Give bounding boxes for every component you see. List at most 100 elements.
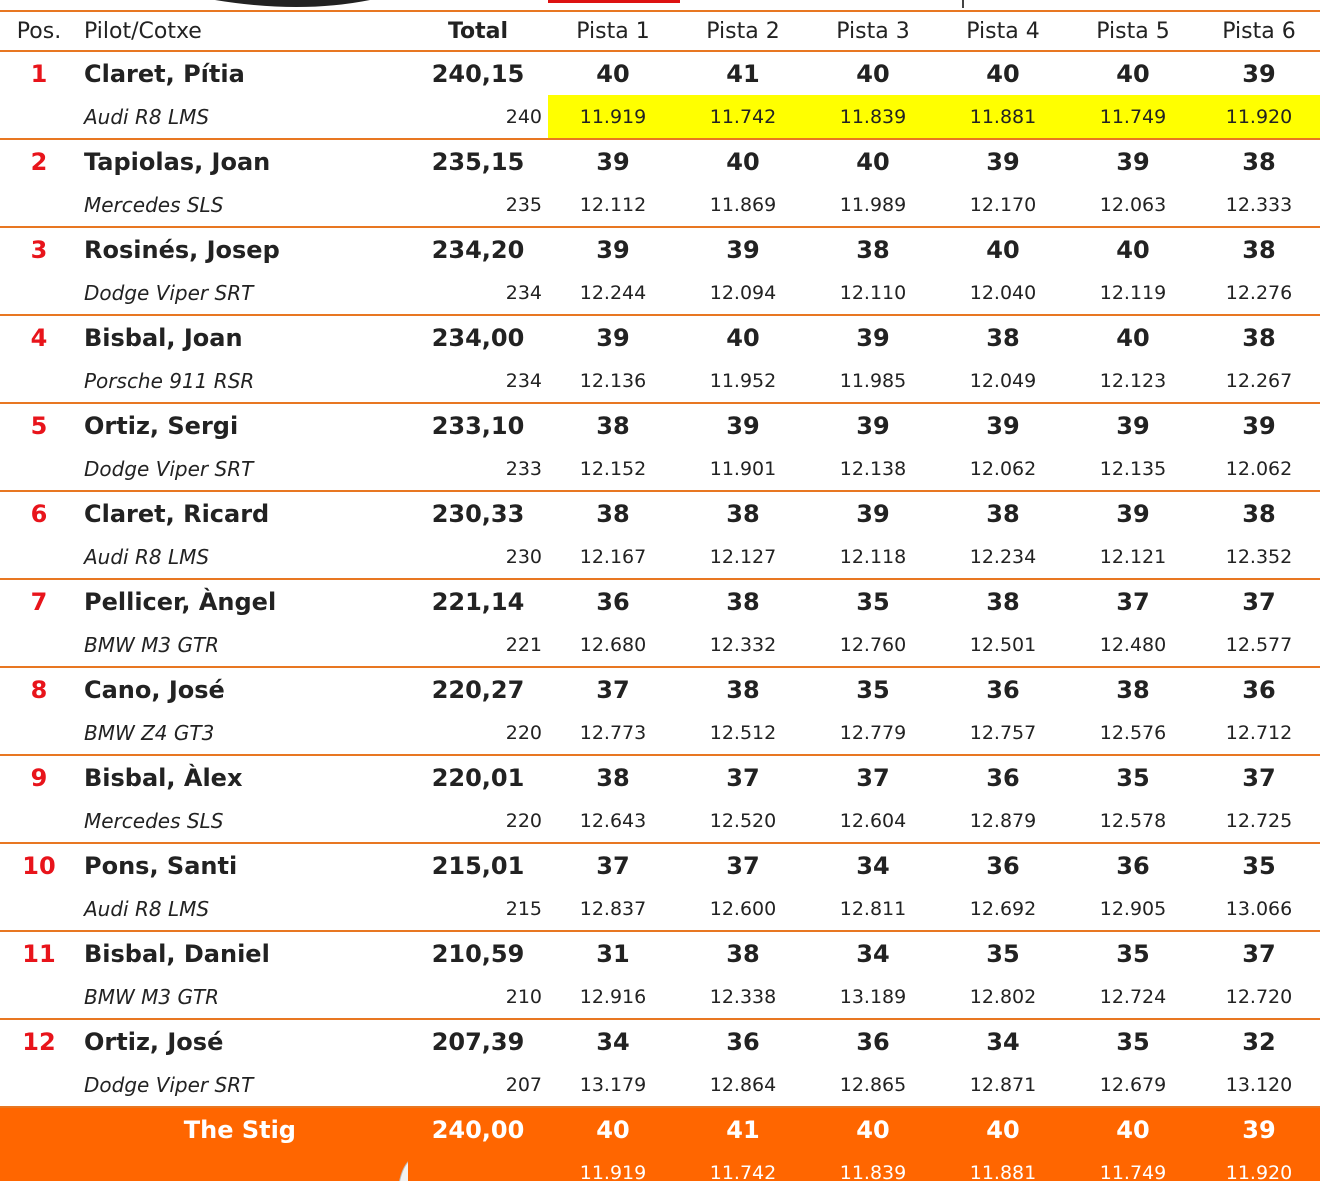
- lap-time: 12.643: [548, 799, 678, 843]
- points: 230: [408, 535, 548, 579]
- driver-row: 11Bisbal, Daniel210,59313834353537: [0, 931, 1320, 975]
- lap-time: 12.338: [678, 975, 808, 1019]
- lap-time: 12.600: [678, 887, 808, 931]
- car-name: Mercedes SLS: [78, 799, 408, 843]
- lap-time: 12.865: [808, 1063, 938, 1107]
- table-body: Pos.Pilot/CotxeTotalPista 1Pista 2Pista …: [0, 11, 1320, 1181]
- car-name: BMW Z4 GT3: [78, 711, 408, 755]
- lap-time: 12.118: [808, 535, 938, 579]
- track-score: 39: [1068, 491, 1198, 535]
- points: 234: [408, 359, 548, 403]
- lap-time: 11.839: [808, 95, 938, 139]
- spacer: [0, 359, 78, 403]
- lap-time: 12.152: [548, 447, 678, 491]
- points: 233: [408, 447, 548, 491]
- car-row: Dodge Viper SRT20713.17912.86412.86512.8…: [0, 1063, 1320, 1107]
- reference-time: 11.920: [1198, 1151, 1320, 1181]
- car-name: Audi R8 LMS: [78, 95, 408, 139]
- car-name: Mercedes SLS: [78, 183, 408, 227]
- lap-time: 11.881: [938, 95, 1068, 139]
- points: 220: [408, 799, 548, 843]
- position: 4: [0, 315, 78, 359]
- lap-time: 12.167: [548, 535, 678, 579]
- track-score: 39: [808, 491, 938, 535]
- track-score: 37: [1198, 755, 1320, 799]
- track-score: 35: [938, 931, 1068, 975]
- lap-time: 12.802: [938, 975, 1068, 1019]
- car-row: Dodge Viper SRT23312.15211.90112.13812.0…: [0, 447, 1320, 491]
- track-score: 37: [548, 843, 678, 887]
- points: 240: [408, 95, 548, 139]
- track-score: 35: [1198, 843, 1320, 887]
- lap-time: 12.578: [1068, 799, 1198, 843]
- lap-time: 12.512: [678, 711, 808, 755]
- points: 215: [408, 887, 548, 931]
- track-score: 37: [1198, 931, 1320, 975]
- header-cell: Pista 5: [1068, 11, 1198, 51]
- track-score: 35: [1068, 755, 1198, 799]
- lap-time: 12.063: [1068, 183, 1198, 227]
- lap-time: 12.779: [808, 711, 938, 755]
- spacer: [0, 183, 78, 227]
- track-score: 40: [938, 51, 1068, 95]
- total-score: 235,15: [408, 139, 548, 183]
- lap-time: 12.135: [1068, 447, 1198, 491]
- reference-total: 240,00: [408, 1107, 548, 1151]
- lap-time: 12.480: [1068, 623, 1198, 667]
- lap-time: 11.749: [1068, 95, 1198, 139]
- driver-row: 8Cano, José220,27373835363836: [0, 667, 1320, 711]
- lap-time: 12.049: [938, 359, 1068, 403]
- lap-time: 12.679: [1068, 1063, 1198, 1107]
- car-name: Audi R8 LMS: [78, 887, 408, 931]
- spacer: [0, 271, 78, 315]
- lap-time: 11.989: [808, 183, 938, 227]
- lap-time: 12.352: [1198, 535, 1320, 579]
- header-cell: Total: [408, 11, 548, 51]
- car-name: Porsche 911 RSR: [78, 359, 408, 403]
- driver-row: 5Ortiz, Sergi233,10383939393939: [0, 403, 1320, 447]
- track-score: 35: [1068, 1019, 1198, 1063]
- lap-time: 12.773: [548, 711, 678, 755]
- track-score: 35: [808, 579, 938, 623]
- track-score: 38: [1198, 139, 1320, 183]
- track-score: 37: [1068, 579, 1198, 623]
- lap-time: 12.680: [548, 623, 678, 667]
- lap-time: 13.120: [1198, 1063, 1320, 1107]
- spacer: [0, 799, 78, 843]
- lap-time: 12.234: [938, 535, 1068, 579]
- track-score: 37: [1198, 579, 1320, 623]
- pilot-name: Pellicer, Àngel: [78, 579, 408, 623]
- total-score: 230,33: [408, 491, 548, 535]
- reference-time: 11.919: [548, 1151, 678, 1181]
- position: 1: [0, 51, 78, 95]
- points: 221: [408, 623, 548, 667]
- lap-time: 12.864: [678, 1063, 808, 1107]
- spacer: [0, 535, 78, 579]
- track-score: 36: [1068, 843, 1198, 887]
- pilot-name: Tapiolas, Joan: [78, 139, 408, 183]
- track-score: 39: [808, 403, 938, 447]
- lap-time: 12.276: [1198, 271, 1320, 315]
- lap-time: 12.136: [548, 359, 678, 403]
- position: 3: [0, 227, 78, 271]
- page: Pos.Pilot/CotxeTotalPista 1Pista 2Pista …: [0, 0, 1320, 1181]
- track-score: 36: [548, 579, 678, 623]
- lap-time: 13.179: [548, 1063, 678, 1107]
- position: 6: [0, 491, 78, 535]
- pilot-name: Claret, Ricard: [78, 491, 408, 535]
- track-score: 39: [1068, 139, 1198, 183]
- total-score: 210,59: [408, 931, 548, 975]
- reference-time: 11.742: [678, 1151, 808, 1181]
- track-score: 36: [938, 843, 1068, 887]
- car-name: Dodge Viper SRT: [78, 1063, 408, 1107]
- lap-time: 12.170: [938, 183, 1068, 227]
- track-score: 38: [678, 667, 808, 711]
- spacer: [0, 1151, 78, 1181]
- track-score: 39: [548, 315, 678, 359]
- lap-time: 12.332: [678, 623, 808, 667]
